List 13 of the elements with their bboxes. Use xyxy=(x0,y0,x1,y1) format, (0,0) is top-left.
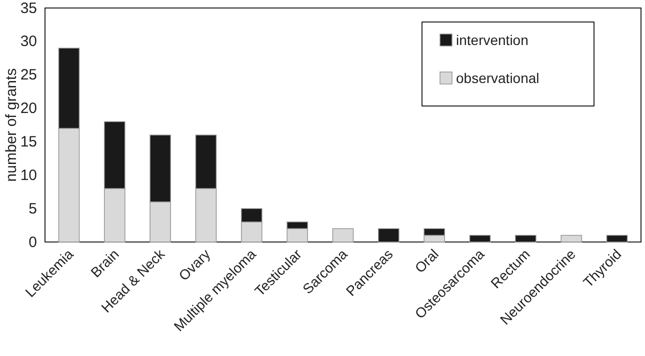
y-tick-label: 20 xyxy=(20,100,37,118)
y-tick-label: 10 xyxy=(20,166,37,184)
y-axis-title: number of grants xyxy=(3,68,20,182)
y-tick-label: 0 xyxy=(28,234,37,251)
legend-label: intervention xyxy=(456,32,528,48)
y-tick-label: 35 xyxy=(20,0,37,17)
y-tick-label: 25 xyxy=(20,66,37,84)
y-tick-label: 30 xyxy=(20,33,37,50)
y-tick-label: 15 xyxy=(20,134,37,151)
bar xyxy=(560,234,582,242)
bar xyxy=(332,228,354,242)
legend-label: observational xyxy=(456,70,540,86)
y-tick-label: 5 xyxy=(28,200,37,218)
